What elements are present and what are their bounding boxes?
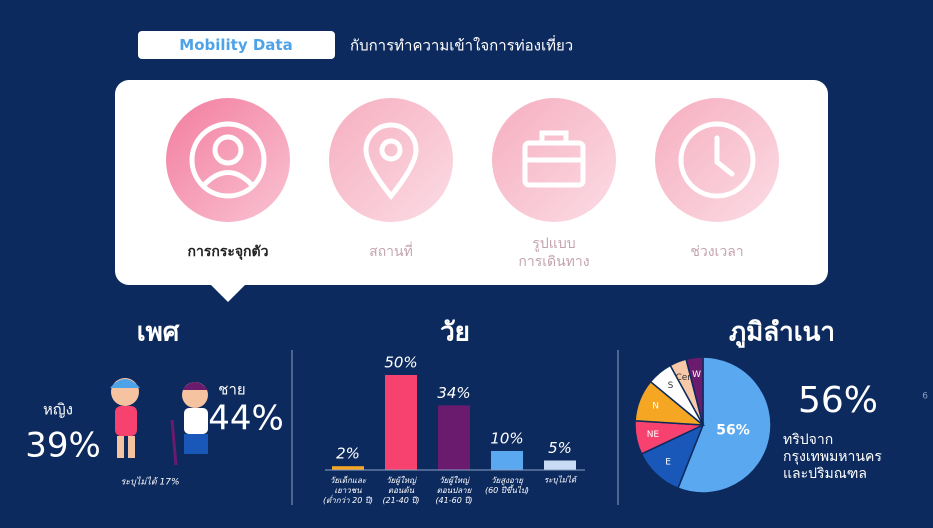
x-tick-label: วัยสูงอายุ(60 ปีขึ้นไป) <box>485 476 529 495</box>
tab-label[interactable]: รูปแบบการเดินทาง <box>518 236 589 270</box>
x-tick-label: วัยเด็กและเยาวชน(ต่ำกว่า 20 ปี) <box>323 475 373 505</box>
note: ระบุไม่ได้ 17% <box>120 476 179 488</box>
bar <box>385 375 417 470</box>
slice-label: N <box>652 402 659 412</box>
tab-label[interactable]: ช่วงเวลา <box>690 244 743 260</box>
tab-label[interactable]: การกระจุกตัว <box>187 244 268 260</box>
figures <box>110 378 208 466</box>
annotation-value: 56% <box>798 380 878 421</box>
slice-label: S <box>668 381 674 391</box>
value-label: 56% <box>716 423 750 439</box>
male-value: 44% <box>208 399 284 439</box>
subtitle: กับการทำความเข้าใจการท่องเที่ยว <box>350 35 573 55</box>
male-label: ชาย <box>218 381 245 399</box>
badge-box <box>138 31 335 59</box>
female-label: หญิง <box>43 401 73 419</box>
value-label: 50% <box>384 354 417 372</box>
section-title: ภูมิลำเนา <box>729 318 835 349</box>
page-number: 6 <box>922 392 928 402</box>
annotation-text: ทริปจากกรุงเทพมหานครและปริมณฑล <box>783 432 882 482</box>
x-tick-label: วัยผู้ใหญ่ตอนปลาย(41-60 ปี) <box>435 475 472 505</box>
slice-label: Cen <box>675 373 693 383</box>
bar <box>438 405 470 470</box>
pointer <box>210 284 246 302</box>
tab-label[interactable]: สถานที่ <box>369 242 413 260</box>
value-label: 34% <box>437 384 470 402</box>
value-label: 5% <box>548 439 572 457</box>
bar <box>491 451 523 470</box>
pie-slice <box>676 356 772 494</box>
x-tick-label: วัยผู้ใหญ่ตอนต้น(21-40 ปี) <box>382 475 419 505</box>
slice-label: E <box>665 458 671 468</box>
bar <box>332 466 364 470</box>
slice-label: W <box>692 370 701 380</box>
value-label: 2% <box>336 445 360 463</box>
bar <box>544 460 576 470</box>
value-label: 10% <box>490 430 523 448</box>
x-tick-label: ระบุไม่ได้ <box>544 475 578 486</box>
pie-slice <box>685 356 704 426</box>
tab-icons <box>166 98 779 222</box>
badge: Mobility Data <box>179 36 292 54</box>
slice-label: NE <box>647 430 660 440</box>
female-value: 39% <box>25 426 101 466</box>
section-title: วัย <box>440 318 470 348</box>
section-title: เพศ <box>137 318 180 348</box>
tab-card <box>115 80 828 285</box>
